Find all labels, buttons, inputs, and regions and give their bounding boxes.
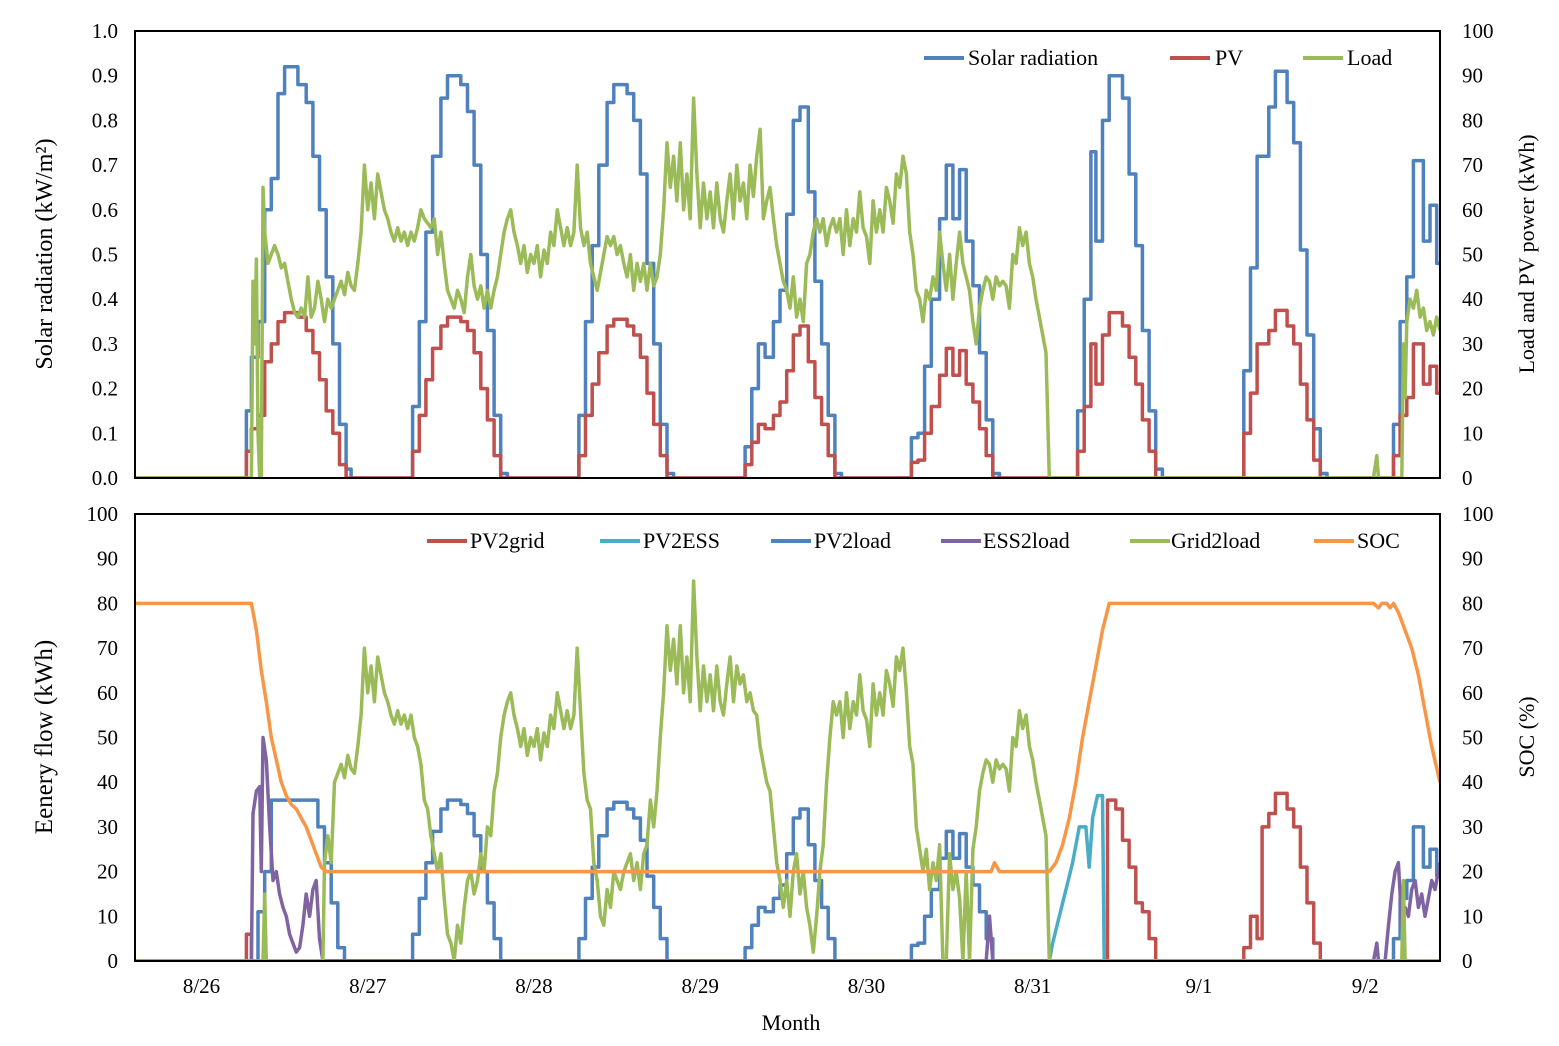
top-left-tick-label: 1.0: [92, 19, 118, 43]
top-right-tick-label: 90: [1462, 64, 1483, 88]
bottom-left-tick-label: 60: [97, 681, 118, 705]
top-left-tick-label: 0.7: [92, 153, 118, 177]
series-line-pv: [135, 308, 1440, 478]
bottom-right-tick-label: 100: [1462, 502, 1494, 526]
chart-top-solar-load-pv: 0.0 0.1 0.2 0.3 0.4 0.5 0.6 0.7 0.8 0.9 1.0 0 10 20 3…: [32, 19, 1539, 490]
bottom-right-tick-label: 20: [1462, 860, 1483, 884]
top-left-tick-label: 0.8: [92, 108, 118, 132]
top-left-tick-label: 0.5: [92, 243, 118, 267]
series-line-ess2load: [135, 735, 1440, 961]
top-right-tick-label: 10: [1462, 421, 1483, 445]
x-tick-label: 8/26: [183, 974, 220, 998]
series-line-soc: [135, 601, 1440, 874]
top-left-tick-label: 0.0: [92, 466, 118, 490]
bottom-left-tick-label: 40: [97, 770, 118, 794]
bottom-right-tick-label: 10: [1462, 904, 1483, 928]
top-series-group: [135, 65, 1440, 478]
top-right-tick-label: 0: [1462, 466, 1473, 490]
bottom-left-tick-label: 100: [87, 502, 119, 526]
legend-label-soc: SOC: [1357, 528, 1400, 553]
legend-label-solar-radiation: Solar radiation: [968, 45, 1098, 70]
bottom-left-tick-label: 30: [97, 815, 118, 839]
top-right-tick-label: 50: [1462, 243, 1483, 267]
top-plot-frame: [134, 30, 1441, 479]
bottom-plot-frame: [134, 513, 1441, 962]
top-right-y-axis-title: Load and PV power (kWh): [1514, 134, 1539, 373]
bottom-left-y-axis-title: Eenery flow (kWh): [31, 640, 58, 834]
bottom-right-tick-label: 30: [1462, 815, 1483, 839]
legend-label-ess2load: ESS2load: [983, 528, 1070, 553]
bottom-left-tick-label: 80: [97, 591, 118, 615]
bottom-left-tick-label: 0: [108, 949, 119, 973]
bottom-left-tick-label: 20: [97, 860, 118, 884]
top-right-tick-label: 30: [1462, 332, 1483, 356]
bottom-right-tick-label: 90: [1462, 547, 1483, 571]
top-left-tick-label: 0.9: [92, 64, 118, 88]
bottom-series-group: [135, 579, 1440, 961]
bottom-left-tick-label: 50: [97, 726, 118, 750]
top-right-tick-label: 100: [1462, 19, 1494, 43]
top-right-tick-label: 80: [1462, 108, 1483, 132]
top-left-tick-label: 0.6: [92, 198, 118, 222]
x-tick-label: 9/1: [1186, 974, 1213, 998]
bottom-right-tick-label: 0: [1462, 949, 1473, 973]
bottom-left-tick-label: 90: [97, 547, 118, 571]
bottom-left-tick-label: 70: [97, 636, 118, 660]
bottom-right-tick-label: 40: [1462, 770, 1483, 794]
bottom-x-ticks: 8/26 8/27 8/28 8/29 8/30 8/31 9/1 9/2: [183, 974, 1379, 998]
bottom-right-tick-label: 80: [1462, 591, 1483, 615]
legend-label-pv: PV: [1215, 45, 1243, 70]
x-tick-label: 8/29: [682, 974, 719, 998]
series-line-pv2ess: [135, 793, 1440, 961]
x-tick-label: 8/31: [1014, 974, 1051, 998]
bottom-right-tick-label: 50: [1462, 726, 1483, 750]
bottom-right-tick-label: 70: [1462, 636, 1483, 660]
top-right-tick-label: 40: [1462, 287, 1483, 311]
bottom-left-tick-label: 10: [97, 904, 118, 928]
top-right-y-ticks: 0 10 20 30 40 50 60 70 80 90 100: [1462, 19, 1494, 490]
legend-label-grid2load: Grid2load: [1171, 528, 1260, 553]
top-left-y-ticks: 0.0 0.1 0.2 0.3 0.4 0.5 0.6 0.7 0.8 0.9 1.0: [92, 19, 119, 490]
top-left-tick-label: 0.2: [92, 377, 118, 401]
bottom-legend: PV2grid PV2ESS PV2load ESS2load Grid2load SOC: [427, 528, 1400, 553]
top-legend: Solar radiation PV Load: [924, 45, 1392, 70]
bottom-right-y-ticks: 0 10 20 30 40 50 60 70 80 90 100: [1462, 502, 1494, 973]
legend-label-pv2ess: PV2ESS: [643, 528, 720, 553]
x-axis-title: Month: [762, 1010, 821, 1035]
top-right-tick-label: 60: [1462, 198, 1483, 222]
top-left-tick-label: 0.4: [92, 287, 119, 311]
x-tick-label: 9/2: [1352, 974, 1379, 998]
top-right-tick-label: 70: [1462, 153, 1483, 177]
legend-label-pv2grid: PV2grid: [470, 528, 545, 553]
top-left-tick-label: 0.3: [92, 332, 118, 356]
series-line-grid2load: [135, 579, 1440, 961]
series-line-pv2grid: [135, 791, 1440, 961]
x-tick-label: 8/30: [848, 974, 885, 998]
top-left-y-axis-title: Solar radiation (kW/m²): [32, 138, 58, 369]
series-line-solar-radiation: [135, 65, 1440, 478]
x-tick-label: 8/28: [515, 974, 552, 998]
bottom-right-y-axis-title: SOC (%): [1514, 696, 1539, 777]
x-tick-label: 8/27: [349, 974, 386, 998]
chart-bottom-energy-flow: 0 10 20 30 40 50 60 70 80 90 100 0 10 20 30 40 50 60 70 80…: [31, 502, 1539, 1035]
legend-label-pv2load: PV2load: [814, 528, 891, 553]
top-left-tick-label: 0.1: [92, 421, 118, 445]
bottom-left-y-ticks: 0 10 20 30 40 50 60 70 80 90 100: [87, 502, 119, 973]
series-line-load: [135, 96, 1440, 478]
legend-label-load: Load: [1347, 45, 1392, 70]
top-right-tick-label: 20: [1462, 377, 1483, 401]
bottom-right-tick-label: 60: [1462, 681, 1483, 705]
